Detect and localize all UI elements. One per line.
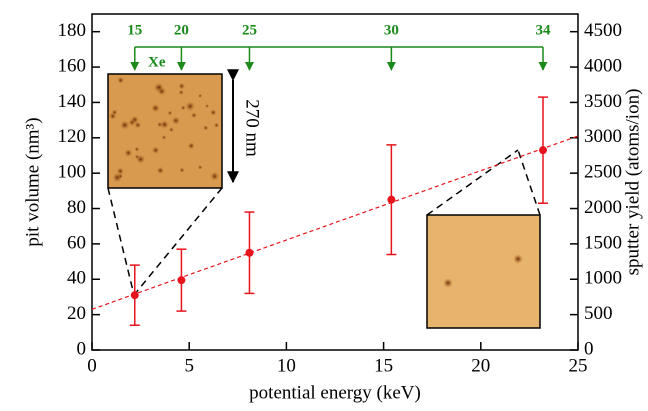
afm-pit	[210, 171, 220, 181]
data-point	[177, 276, 186, 285]
y2-axis-label: sputter yield (atoms/ion)	[622, 89, 643, 276]
afm-pit	[136, 154, 146, 164]
y2-tick-label: 4500	[584, 20, 622, 41]
afm-pit	[130, 115, 139, 124]
afm-pit	[185, 101, 196, 112]
afm-pit	[167, 110, 173, 116]
y2-tick-label: 1000	[584, 268, 622, 289]
y-tick-label: 80	[67, 197, 86, 218]
y-tick-label: 20	[67, 303, 86, 324]
afm-pit	[443, 278, 453, 288]
charge-label: 30	[384, 22, 399, 38]
afm-pit	[179, 167, 185, 173]
insets: 270 nm	[107, 69, 541, 329]
afm-pit	[156, 121, 163, 128]
data-point	[539, 146, 548, 155]
plot-frame	[91, 13, 579, 351]
afm-pit	[197, 93, 203, 98]
afm-pit	[187, 142, 195, 150]
afm-pit	[178, 89, 184, 96]
afm-pit	[151, 103, 160, 113]
afm-pit	[171, 116, 181, 125]
y2-tick-label: 2000	[584, 197, 622, 218]
y-tick-label: 140	[58, 91, 87, 112]
charge-label: 25	[242, 22, 257, 38]
ion-label: Xe	[148, 54, 166, 70]
afm-pit	[134, 146, 140, 152]
afm-pit	[213, 122, 220, 128]
afm-pit	[124, 148, 133, 158]
y2-tick-label: 1500	[584, 232, 622, 253]
afm-pit	[160, 120, 170, 130]
x-tick-label: 0	[87, 355, 97, 376]
zoom-line	[426, 149, 519, 216]
x-axis-label: potential energy (keV)	[249, 382, 421, 403]
charge-label: 34	[536, 22, 552, 38]
y2-tick-label: 3500	[584, 91, 622, 112]
y-tick-label: 180	[58, 20, 87, 41]
afm-pit	[119, 120, 130, 130]
x-tick-label: 15	[374, 355, 393, 376]
scale-label: 270 nm	[242, 99, 263, 157]
afm-pit	[203, 125, 209, 131]
y-tick-label: 60	[67, 232, 86, 253]
x-tick-label: 25	[569, 355, 588, 376]
y-axis-label: pit volume (nm³)	[22, 117, 43, 246]
afm-image	[426, 214, 541, 329]
x-tick-label: 10	[277, 355, 296, 376]
y-tick-label: 160	[58, 55, 87, 76]
afm-pit	[161, 135, 167, 140]
afm-pit	[157, 86, 167, 96]
y2-tick-label: 4000	[584, 55, 622, 76]
afm-pit	[197, 164, 203, 170]
y-tick-label: 0	[77, 338, 87, 359]
x-tick-label: 5	[184, 355, 194, 376]
y2-tick-label: 0	[584, 338, 594, 359]
afm-pit	[117, 76, 125, 84]
afm-pit	[117, 173, 124, 179]
y2-tick-label: 2500	[584, 162, 622, 183]
data-point	[387, 195, 396, 204]
afm-pit	[108, 112, 117, 120]
data-point	[130, 291, 139, 300]
y-tick-label: 100	[58, 162, 87, 183]
afm-pit	[178, 82, 186, 90]
y2-tick-label: 500	[584, 303, 613, 324]
afm-pit	[209, 109, 217, 116]
zoom-line	[517, 149, 541, 216]
y-tick-label: 40	[67, 268, 86, 289]
afm-pit	[180, 105, 186, 111]
fit-line	[91, 135, 579, 310]
y2-tick-label: 3000	[584, 126, 622, 147]
x-tick-label: 20	[471, 355, 490, 376]
y-tick-label: 120	[58, 126, 87, 147]
zoom-line	[107, 187, 135, 296]
afm-texture	[108, 76, 220, 183]
afm-pit	[151, 146, 160, 155]
afm-pit	[156, 166, 165, 175]
afm-pit	[513, 254, 523, 264]
afm-pit	[204, 103, 210, 109]
charge-label: 15	[127, 22, 142, 38]
charge-label: 20	[174, 22, 189, 38]
afm-pit	[190, 112, 197, 119]
afm-pit	[168, 127, 174, 133]
data-point	[245, 248, 254, 257]
